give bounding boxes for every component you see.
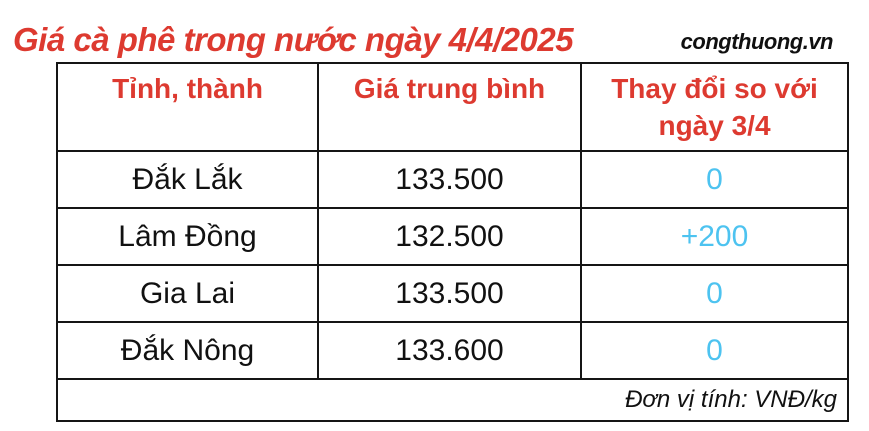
province-cell: Lâm Đồng — [58, 209, 319, 264]
table-row-lam-dong: Lâm Đồng 132.500 +200 — [58, 209, 847, 266]
province-cell: Đắk Nông — [58, 323, 319, 378]
page-title: Giá cà phê trong nước ngày 4/4/2025 — [13, 21, 574, 58]
watermark-congthuong: congthuong.vn — [680, 29, 834, 54]
table-row-dak-nong: Đắk Nông 133.600 0 — [58, 323, 847, 380]
price-cell: 133.500 — [319, 152, 582, 207]
column-header-province: Tỉnh, thành — [58, 64, 319, 150]
price-cell: 132.500 — [319, 209, 582, 264]
price-cell: 133.500 — [319, 266, 582, 321]
province-cell: Gia Lai — [58, 266, 319, 321]
change-cell: 0 — [706, 162, 723, 196]
table-footer-row: Đơn vị tính: VNĐ/kg — [58, 380, 847, 420]
price-table: Tỉnh, thành Giá trung bình Thay đổi so v… — [56, 62, 849, 422]
table-row-dak-lak: Đắk Lắk 133.500 0 — [58, 152, 847, 209]
price-cell: 133.600 — [319, 323, 582, 378]
province-cell: Đắk Lắk — [58, 152, 319, 207]
column-header-average-price: Giá trung bình — [319, 64, 582, 150]
table-row-gia-lai: Gia Lai 133.500 0 — [58, 266, 847, 323]
change-cell: +200 — [680, 219, 749, 253]
unit-note: Đơn vị tính: VNĐ/kg — [625, 386, 837, 413]
table-header-row: Tỉnh, thành Giá trung bình Thay đổi so v… — [58, 64, 847, 152]
change-cell: 0 — [706, 276, 723, 310]
change-cell: 0 — [706, 333, 723, 367]
column-header-change: Thay đổi so với ngày 3/4 — [611, 73, 818, 141]
